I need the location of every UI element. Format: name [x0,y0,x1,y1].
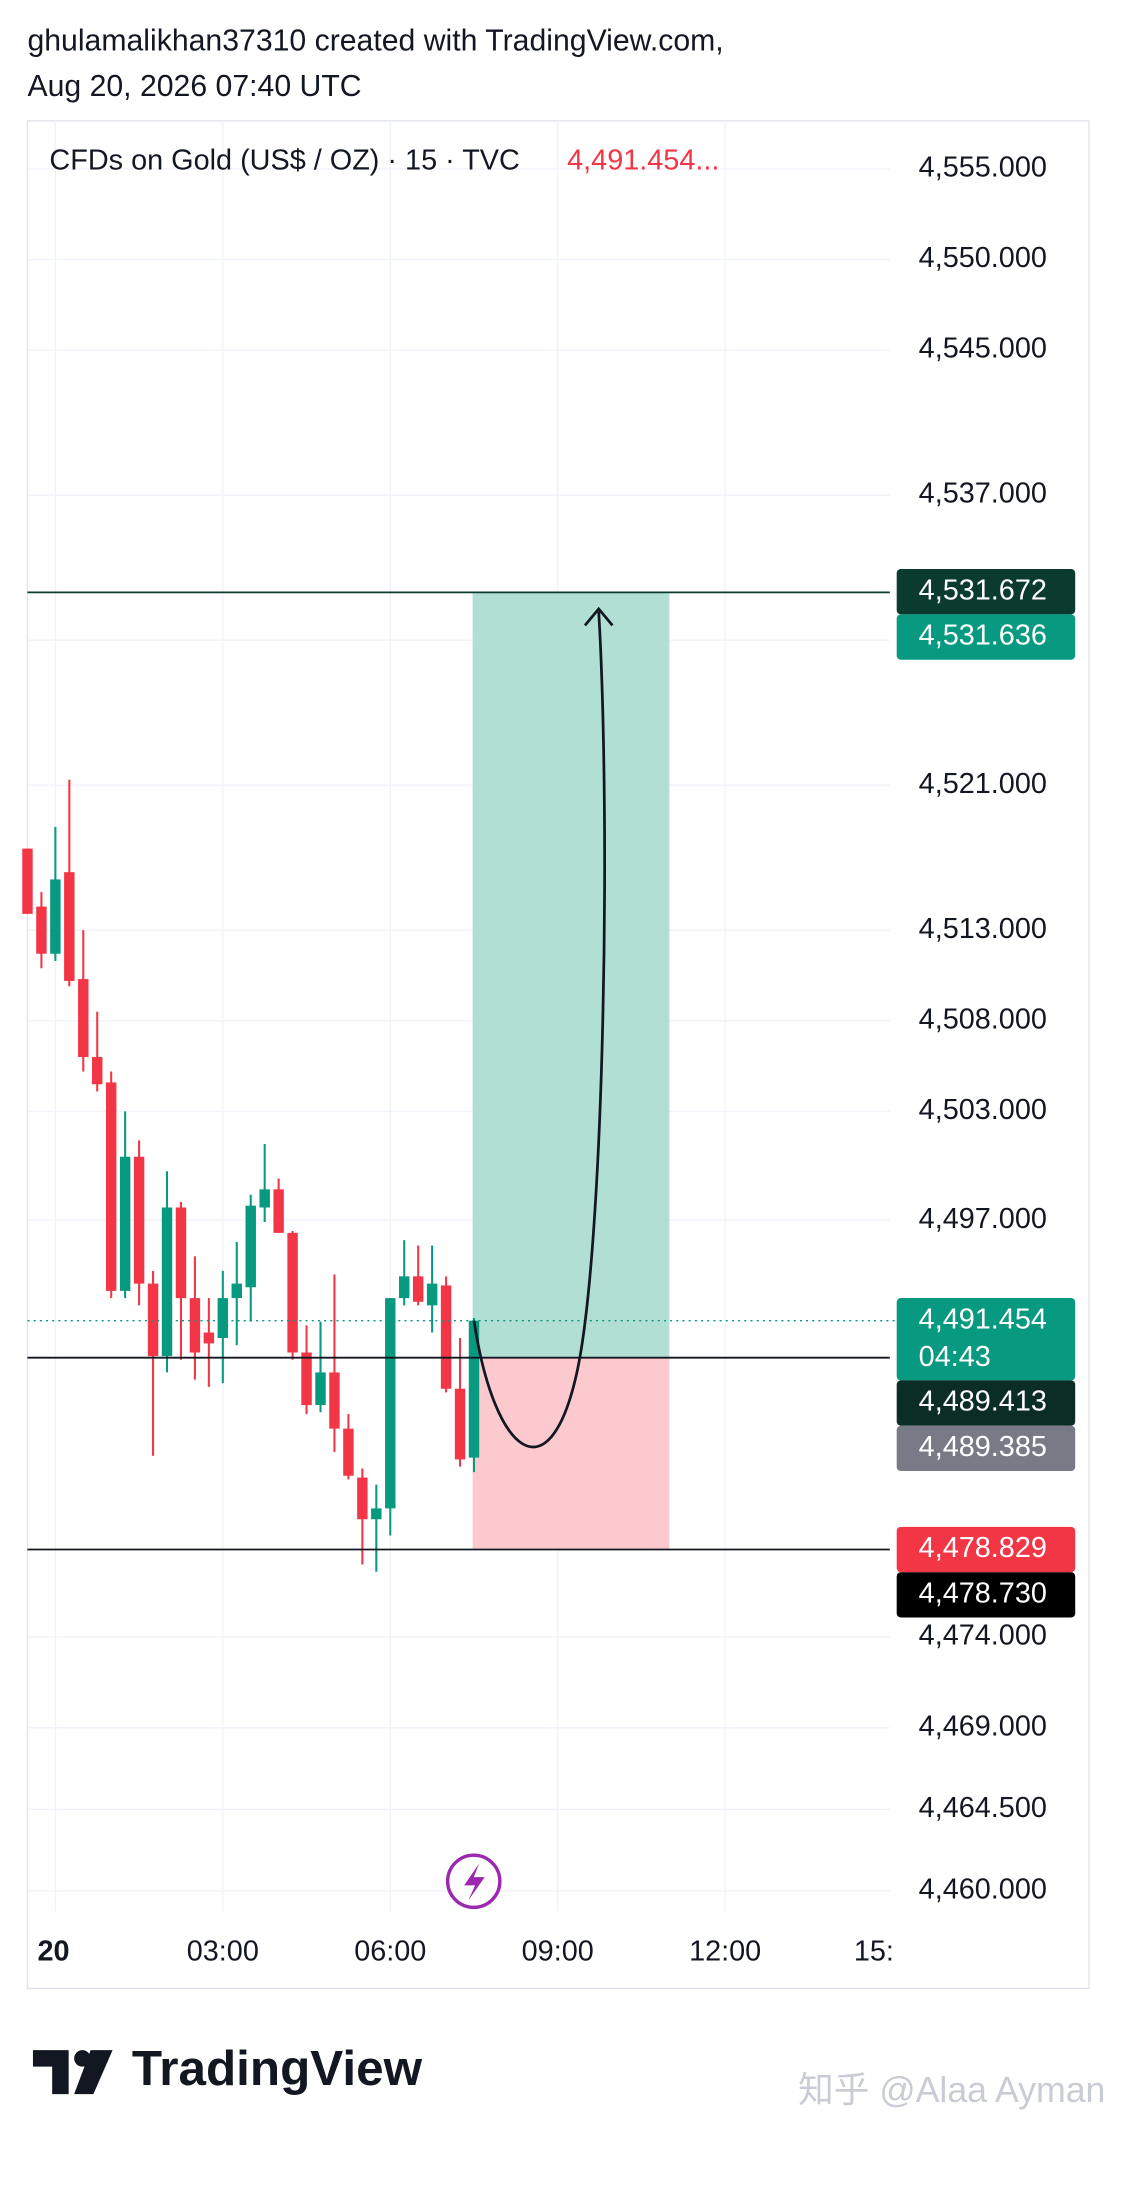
y-tick-label: 4,521.000 [919,768,1047,800]
candle-body [64,872,75,981]
candle-body [454,1388,466,1460]
price-label: 4,489.413 [919,1386,1047,1418]
y-tick-label: 4,555.000 [919,151,1047,183]
candle-body [343,1428,354,1476]
y-tick-label: 4,497.000 [919,1203,1047,1235]
price-label-bg [896,1526,1076,1573]
candle-body [315,1372,326,1406]
price-label: 4,478.730 [919,1577,1047,1609]
candle-body [287,1232,298,1353]
y-tick-label: 4,550.000 [919,242,1047,274]
y-tick-label: 4,503.000 [919,1094,1047,1126]
price-label-bg [896,1380,1076,1426]
candle-body [92,1057,103,1085]
candle-body [105,1082,117,1291]
y-tick-label: 4,464.500 [919,1792,1047,1824]
candle-body [50,879,61,954]
brand-logo [32,2050,113,2095]
candle-body [273,1189,284,1233]
price-label-bg [896,569,1076,615]
candle-body [175,1207,187,1299]
stop-zone [472,1357,670,1550]
candle-body [161,1207,173,1357]
lightning-glyph [464,1863,485,1901]
candle-body [133,1156,145,1284]
y-tick-label: 4,474.000 [919,1620,1047,1652]
price-label: 4,531.672 [919,574,1047,606]
countdown: 04:43 [919,1341,991,1373]
y-tick-label: 4,545.000 [919,333,1047,365]
target-zone [472,592,670,1358]
candle-body [412,1276,424,1302]
x-tick-label: 15: [854,1935,894,1967]
candle-body [22,848,33,914]
x-tick-label: 03:00 [187,1935,259,1967]
price-label-bg [896,1425,1076,1472]
x-tick-label: 12:00 [689,1935,761,1967]
price-label: 4,478.829 [919,1532,1047,1564]
candle-body [426,1283,438,1306]
candle-body [301,1352,312,1406]
projection-curve [472,611,606,1449]
x-tick-label: 20 [38,1935,70,1967]
candle-body [231,1283,242,1299]
y-tick-label: 4,460.000 [919,1873,1047,1905]
y-tick-label: 4,469.000 [919,1710,1047,1742]
price-label-bg [896,1298,1076,1381]
candle-body [217,1298,229,1338]
candle-body [399,1276,410,1299]
candle-body [147,1283,159,1357]
candle-body [203,1332,215,1344]
candle-body [371,1508,382,1520]
candle-body [36,906,47,954]
candle-body [189,1298,201,1353]
x-tick-label: 09:00 [522,1935,594,1967]
credit: ghulamalikhan37310 created with TradingV… [27,25,723,58]
price-label-bg [896,614,1076,660]
projection-arrowhead [583,606,614,627]
price-label: 4,491.454 [919,1303,1047,1335]
candle-body [440,1285,452,1389]
candle-body [245,1205,256,1288]
price-label-bg [896,1572,1076,1618]
price-label: 4,531.636 [919,620,1047,652]
plot: 4,555.000 4,550.000 4,545.000 4,537.000 4,52… [22,120,1076,1967]
candle-body [468,1320,480,1458]
y-tick-label: 4,537.000 [919,478,1047,510]
y-tick-label: 4,513.000 [919,913,1047,945]
candle-body [357,1477,368,1520]
candle-body [119,1156,131,1291]
candle-body [78,979,89,1058]
candle-body [259,1189,270,1208]
chart-title: CFDs on Gold (US$ / OZ) · 15 · TVC [49,145,519,177]
timestamp: Aug 20, 2026 07:40 UTC [27,70,361,103]
candle-body [385,1298,396,1509]
header-price: 4,491.454... [567,145,719,177]
candle-body [329,1372,340,1429]
price-label: 4,489.385 [919,1431,1047,1463]
x-tick-label: 06:00 [354,1935,426,1967]
brand: TradingView [132,2041,423,2096]
watermark: 知乎 @Alaa Ayman [798,2070,1105,2110]
y-tick-label: 4,508.000 [919,1003,1047,1035]
